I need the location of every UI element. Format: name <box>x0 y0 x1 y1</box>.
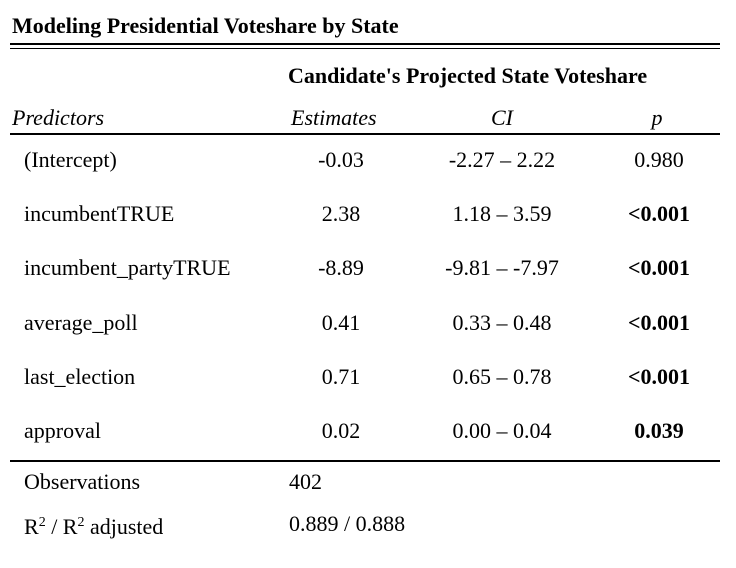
cell-ci: -2.27 – 2.22 <box>448 147 556 172</box>
r2-sup: 2 <box>38 515 46 530</box>
cell-estimate: 2.38 <box>321 201 361 226</box>
header-rule <box>10 133 720 135</box>
cell-predictor: incumbentTRUE <box>24 201 175 226</box>
cell-ci: 0.33 – 0.48 <box>452 310 552 335</box>
cell-ci: 0.65 – 0.78 <box>452 364 552 389</box>
cell-ci: 1.18 – 3.59 <box>452 201 552 226</box>
col-header-ci: CI <box>491 105 513 130</box>
r2-adj-sup: 2 <box>77 515 85 530</box>
cell-predictor: average_poll <box>24 310 138 335</box>
cell-estimate: 0.02 <box>321 418 361 443</box>
group-header: Candidate's Projected State Voteshare <box>288 63 648 88</box>
cell-predictor: incumbent_partyTRUE <box>24 255 231 280</box>
cell-p: <0.001 <box>627 310 691 335</box>
r2-sep: / R <box>45 514 78 539</box>
r2-base: R <box>24 514 39 539</box>
observations-value: 402 <box>289 469 322 494</box>
cell-predictor: (Intercept) <box>24 147 117 172</box>
top-rule-2 <box>10 48 720 49</box>
cell-estimate: 0.71 <box>321 364 361 389</box>
col-header-estimates: Estimates <box>291 105 377 130</box>
cell-estimate: -8.89 <box>318 255 364 280</box>
cell-estimate: 0.41 <box>321 310 361 335</box>
cell-ci: -9.81 – -7.97 <box>445 255 559 280</box>
top-rule-1 <box>10 43 720 45</box>
table-title: Modeling Presidential Voteshare by State <box>12 13 399 38</box>
r2-label: R2 / R2 adjusted <box>24 514 163 540</box>
r2-suffix: adjusted <box>84 514 164 539</box>
cell-predictor: approval <box>24 418 101 443</box>
cell-p: <0.001 <box>627 364 691 389</box>
cell-predictor: last_election <box>24 364 136 389</box>
col-header-p: p <box>651 105 663 130</box>
r2-value: 0.889 / 0.888 <box>289 511 406 536</box>
footer-rule <box>10 460 720 462</box>
cell-p: 0.039 <box>634 418 684 443</box>
cell-ci: 0.00 – 0.04 <box>452 418 552 443</box>
cell-p: <0.001 <box>627 201 691 226</box>
cell-p: 0.980 <box>634 147 684 172</box>
col-header-predictors: Predictors <box>12 105 105 130</box>
cell-estimate: -0.03 <box>318 147 364 172</box>
observations-label: Observations <box>24 469 141 494</box>
cell-p: <0.001 <box>627 255 691 280</box>
